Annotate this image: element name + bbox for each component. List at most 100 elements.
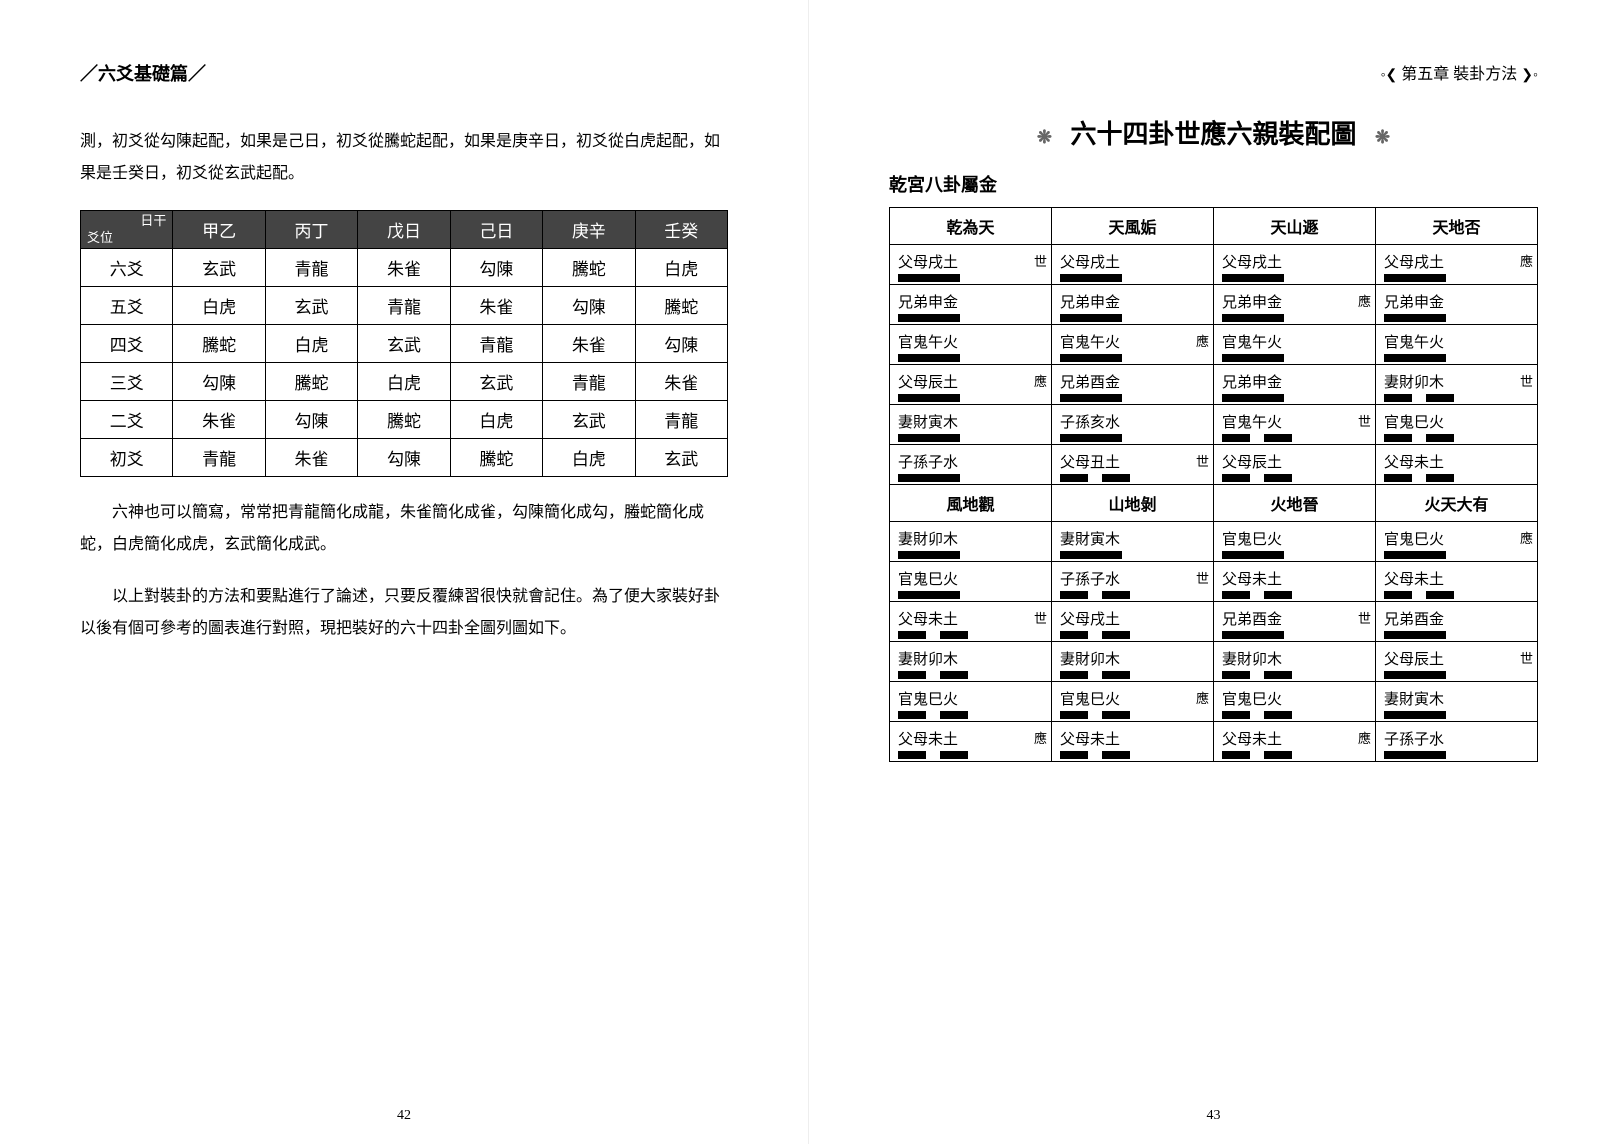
yao-cell: 妻財卯木 [890,642,1052,682]
shi-ying-marker: 應 [1034,728,1047,747]
shi-ying-marker: 應 [1520,251,1533,270]
yao-label: 父母丑土 [1060,451,1209,472]
yang-line [898,394,1047,402]
yao-label: 官鬼巳火 [898,688,1047,709]
yao-cell: 妻財卯木世 [1376,365,1538,405]
yang-line [1222,314,1371,322]
yao-label: 子孫子水 [898,451,1047,472]
yang-line [1060,394,1209,402]
yao-cell: 兄弟酉金 [1376,602,1538,642]
yang-line [1222,354,1371,362]
row-head: 六爻 [81,249,173,287]
yao-label: 兄弟申金 [1384,291,1533,312]
table-cell: 白虎 [358,363,450,401]
yao-cell: 父母未土 [1376,562,1538,602]
yao-cell: 父母辰土世 [1376,642,1538,682]
yao-label: 兄弟申金 [1222,291,1371,312]
yao-cell: 官鬼巳火 [890,682,1052,722]
shi-ying-marker: 應 [1358,291,1371,310]
yao-cell: 父母未土 [1214,562,1376,602]
yao-cell: 父母戌土 [1052,245,1214,285]
paragraph-3: 以上對裝卦的方法和要點進行了論述，只要反覆練習很快就會記住。為了便大家裝好卦以後… [80,581,728,645]
table-cell: 朱雀 [543,325,635,363]
shi-ying-marker: 世 [1196,568,1209,587]
yao-cell: 妻財寅木 [890,405,1052,445]
table-cell: 朱雀 [265,439,357,477]
gua-name: 天風姤 [1052,208,1214,245]
ornament-icon: ❋ [1375,127,1390,147]
shi-ying-marker: 世 [1034,251,1047,270]
yao-cell: 妻財卯木 [1214,642,1376,682]
yang-line [898,354,1047,362]
table-cell: 白虎 [173,287,265,325]
ornament-icon: ❯◦ [1521,68,1538,83]
yao-cell: 妻財卯木 [1052,642,1214,682]
yao-label: 官鬼午火 [898,331,1047,352]
yao-label: 父母未土 [898,728,1047,749]
table-cell: 朱雀 [635,363,727,401]
yang-line [1060,434,1209,442]
yao-label: 子孫子水 [1384,728,1533,749]
yao-cell: 官鬼巳火應 [1052,682,1214,722]
yang-line [1384,671,1533,679]
yao-label: 官鬼午火 [1222,411,1371,432]
yao-label: 父母未土 [1384,568,1533,589]
gua-name: 天山遯 [1214,208,1376,245]
gua-name: 風地觀 [890,485,1052,522]
shi-ying-marker: 應 [1196,688,1209,707]
gua-name: 乾為天 [890,208,1052,245]
yao-label: 兄弟申金 [1060,291,1209,312]
yao-label: 官鬼午火 [1060,331,1209,352]
table-cell: 白虎 [450,401,542,439]
yao-label: 父母戌土 [898,251,1047,272]
yao-label: 兄弟酉金 [1060,371,1209,392]
table-cell: 騰蛇 [173,325,265,363]
yao-cell: 妻財寅木 [1376,682,1538,722]
row-head: 三爻 [81,363,173,401]
yang-line [1384,751,1533,759]
yin-line [1060,711,1209,719]
yao-label: 妻財寅木 [898,411,1047,432]
yang-line [1384,354,1533,362]
yin-line [1384,474,1533,482]
shi-ying-marker: 世 [1034,608,1047,627]
table-cell: 騰蛇 [450,439,542,477]
yin-line [1060,631,1209,639]
yao-label: 官鬼巳火 [1384,411,1533,432]
yin-line [1060,591,1209,599]
palace-label: 乾宮八卦屬金 [889,171,1538,197]
yin-line [1222,474,1371,482]
table-cell: 白虎 [543,439,635,477]
col-head: 戊日 [358,211,450,249]
table-cell: 青龍 [543,363,635,401]
yao-cell: 官鬼午火世 [1214,405,1376,445]
table-cell: 玄武 [265,287,357,325]
yao-label: 妻財寅木 [1060,528,1209,549]
table-cell: 青龍 [635,401,727,439]
table-cell: 白虎 [635,249,727,287]
yin-line [898,711,1047,719]
page-number-right: 43 [1207,1108,1221,1124]
shi-ying-marker: 世 [1358,411,1371,430]
table-cell: 白虎 [265,325,357,363]
yao-cell: 父母辰土 [1214,445,1376,485]
yao-cell: 子孫子水 [890,445,1052,485]
yao-label: 父母未土 [1060,728,1209,749]
yao-label: 父母辰土 [1222,451,1371,472]
yao-label: 妻財卯木 [1060,648,1209,669]
yao-label: 妻財卯木 [1222,648,1371,669]
yao-cell: 官鬼巳火應 [1376,522,1538,562]
yao-label: 父母戌土 [1222,251,1371,272]
col-head: 壬癸 [635,211,727,249]
yao-cell: 兄弟酉金世 [1214,602,1376,642]
col-head: 庚辛 [543,211,635,249]
yao-label: 妻財寅木 [1384,688,1533,709]
yin-line [1222,671,1371,679]
yin-line [898,671,1047,679]
yao-label: 父母辰土 [1384,648,1533,669]
yao-cell: 官鬼巳火 [1376,405,1538,445]
shi-ying-marker: 應 [1196,331,1209,350]
yin-line [1060,671,1209,679]
yao-label: 妻財卯木 [1384,371,1533,392]
yao-cell: 父母戌土 [1052,602,1214,642]
